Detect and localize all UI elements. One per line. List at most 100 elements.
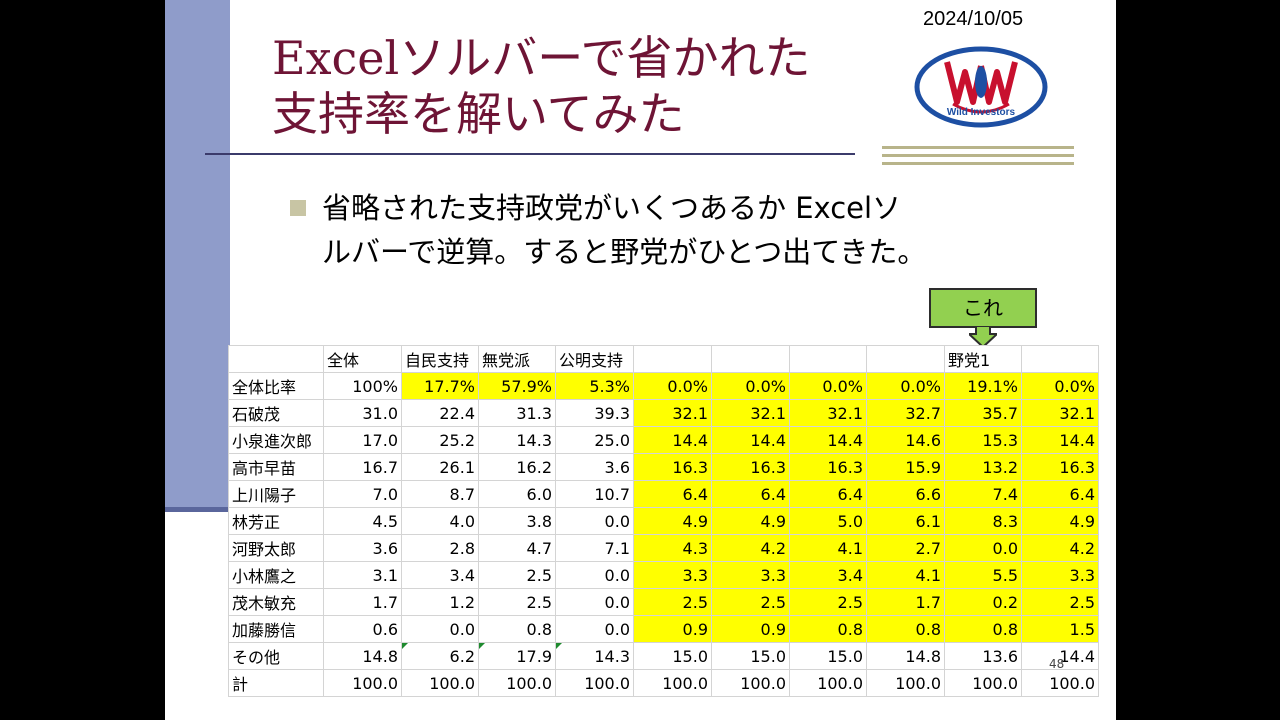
table-cell: 15.9 bbox=[866, 453, 945, 481]
table-header-row: 全体 自民支持 無党派 公明支持 野党1 bbox=[228, 345, 1099, 373]
table-cell: 16.3 bbox=[711, 453, 790, 481]
table-cell: 4.2 bbox=[711, 534, 790, 562]
table-cell: 0.9 bbox=[633, 615, 712, 643]
table-row: 上川陽子 7.0 8.7 6.0 10.7 6.4 6.4 6.4 6.6 7.4 6.4 bbox=[228, 480, 1099, 508]
row-label: 上川陽子 bbox=[228, 480, 324, 508]
table-row: 茂木敏充 1.7 1.2 2.5 0.0 2.5 2.5 2.5 1.7 0.2 2.5 bbox=[228, 588, 1099, 616]
table-cell: 25.2 bbox=[401, 426, 479, 454]
table-cell: 4.2 bbox=[1021, 534, 1099, 562]
table-cell: 4.9 bbox=[633, 507, 712, 535]
table-cell: 0.0% bbox=[711, 372, 790, 400]
table-cell: 3.3 bbox=[633, 561, 712, 589]
table-cell: 6.4 bbox=[1021, 480, 1099, 508]
table-cell: 32.1 bbox=[789, 399, 867, 427]
title-underline bbox=[205, 153, 855, 155]
table-cell: 7.1 bbox=[555, 534, 634, 562]
table-cell: 100.0 bbox=[866, 669, 945, 697]
table-cell: 15.0 bbox=[789, 642, 867, 670]
table-cell: 7.0 bbox=[323, 480, 402, 508]
table-cell: 3.3 bbox=[1021, 561, 1099, 589]
table-cell: 2.5 bbox=[711, 588, 790, 616]
table-cell: 6.6 bbox=[866, 480, 945, 508]
table-cell: 0.0 bbox=[944, 534, 1022, 562]
support-rate-table: 全体 自民支持 無党派 公明支持 野党1 全体比率 100% 17.7% 57.9% 5.3% 0.… bbox=[228, 345, 1099, 697]
table-cell: 14.4 bbox=[633, 426, 712, 454]
table-row: その他 14.8 6.2 17.9 14.3 15.0 15.0 15.0 14.8 13.6 14… bbox=[228, 642, 1099, 670]
table-cell: 4.0 bbox=[401, 507, 479, 535]
table-cell: 0.0 bbox=[555, 561, 634, 589]
table-cell: 13.6 bbox=[944, 642, 1022, 670]
table-cell: 0.8 bbox=[944, 615, 1022, 643]
table-cell: 6.4 bbox=[789, 480, 867, 508]
table-cell: 4.3 bbox=[633, 534, 712, 562]
table-cell: 0.0 bbox=[555, 507, 634, 535]
column-header: 自民支持 bbox=[401, 345, 479, 373]
table-cell: 3.4 bbox=[789, 561, 867, 589]
table-cell: 6.0 bbox=[478, 480, 556, 508]
table-cell: 57.9% bbox=[478, 372, 556, 400]
table-cell: 13.2 bbox=[944, 453, 1022, 481]
table-cell: 6.1 bbox=[866, 507, 945, 535]
table-cell: 2.5 bbox=[478, 588, 556, 616]
table-cell: 2.7 bbox=[866, 534, 945, 562]
table-cell: 4.9 bbox=[711, 507, 790, 535]
title-line-1: Excelソルバーで省かれた bbox=[272, 31, 811, 85]
table-cell: 100.0 bbox=[1021, 669, 1099, 697]
table-cell: 5.5 bbox=[944, 561, 1022, 589]
column-header bbox=[866, 345, 945, 373]
table-cell: 22.4 bbox=[401, 399, 479, 427]
table-cell: 3.3 bbox=[711, 561, 790, 589]
table-cell: 0.8 bbox=[789, 615, 867, 643]
table-cell: 3.8 bbox=[478, 507, 556, 535]
table-cell: 3.4 bbox=[401, 561, 479, 589]
table-cell: 25.0 bbox=[555, 426, 634, 454]
row-label: 小林鷹之 bbox=[228, 561, 324, 589]
table-cell: 15.0 bbox=[633, 642, 712, 670]
table-row: 加藤勝信 0.6 0.0 0.8 0.0 0.9 0.9 0.8 0.8 0.8 1.5 bbox=[228, 615, 1099, 643]
row-label: 小泉進次郎 bbox=[228, 426, 324, 454]
table-cell: 14.3 bbox=[478, 426, 556, 454]
column-header: 無党派 bbox=[478, 345, 556, 373]
table-cell: 8.3 bbox=[944, 507, 1022, 535]
table-row: 小林鷹之 3.1 3.4 2.5 0.0 3.3 3.3 3.4 4.1 5.5 3.3 bbox=[228, 561, 1099, 589]
column-header bbox=[789, 345, 867, 373]
table-cell: 17.9 bbox=[478, 642, 556, 670]
row-label: 茂木敏充 bbox=[228, 588, 324, 616]
table-cell: 6.4 bbox=[711, 480, 790, 508]
table-cell: 1.2 bbox=[401, 588, 479, 616]
table-row: 林芳正 4.5 4.0 3.8 0.0 4.9 4.9 5.0 6.1 8.3 4.9 bbox=[228, 507, 1099, 535]
table-cell: 32.1 bbox=[633, 399, 712, 427]
table-cell: 16.7 bbox=[323, 453, 402, 481]
table-cell: 1.5 bbox=[1021, 615, 1099, 643]
table-cell: 100% bbox=[323, 372, 402, 400]
table-cell: 17.0 bbox=[323, 426, 402, 454]
table-cell: 100.0 bbox=[633, 669, 712, 697]
table-cell: 4.7 bbox=[478, 534, 556, 562]
column-header bbox=[633, 345, 712, 373]
table-cell: 31.3 bbox=[478, 399, 556, 427]
table-cell: 0.0 bbox=[555, 615, 634, 643]
table-row: 河野太郎 3.6 2.8 4.7 7.1 4.3 4.2 4.1 2.7 0.0 4.2 bbox=[228, 534, 1099, 562]
table-cell: 0.8 bbox=[866, 615, 945, 643]
table-cell: 14.4 bbox=[789, 426, 867, 454]
table-cell: 0.2 bbox=[944, 588, 1022, 616]
table-cell: 16.3 bbox=[789, 453, 867, 481]
table-cell: 7.4 bbox=[944, 480, 1022, 508]
table-cell: 39.3 bbox=[555, 399, 634, 427]
table-cell: 32.7 bbox=[866, 399, 945, 427]
table-cell: 0.6 bbox=[323, 615, 402, 643]
table-cell: 14.3 bbox=[555, 642, 634, 670]
table-cell: 100.0 bbox=[555, 669, 634, 697]
side-accent-bar bbox=[165, 0, 230, 510]
logo-text: Wild Investors bbox=[947, 107, 1016, 118]
bullet-line-1: 省略された支持政党がいくつあるか Excelソ bbox=[322, 191, 902, 225]
table-cell: 14.4 bbox=[711, 426, 790, 454]
column-header: 全体 bbox=[323, 345, 402, 373]
slide: 2024/10/05 Excelソルバーで省かれた 支持率を解いてみた Wild… bbox=[165, 0, 1116, 720]
table-cell: 3.6 bbox=[555, 453, 634, 481]
wild-investors-logo: Wild Investors bbox=[914, 46, 1048, 128]
table-cell: 3.1 bbox=[323, 561, 402, 589]
table-cell: 14.6 bbox=[866, 426, 945, 454]
table-cell: 2.8 bbox=[401, 534, 479, 562]
table-cell: 14.8 bbox=[866, 642, 945, 670]
